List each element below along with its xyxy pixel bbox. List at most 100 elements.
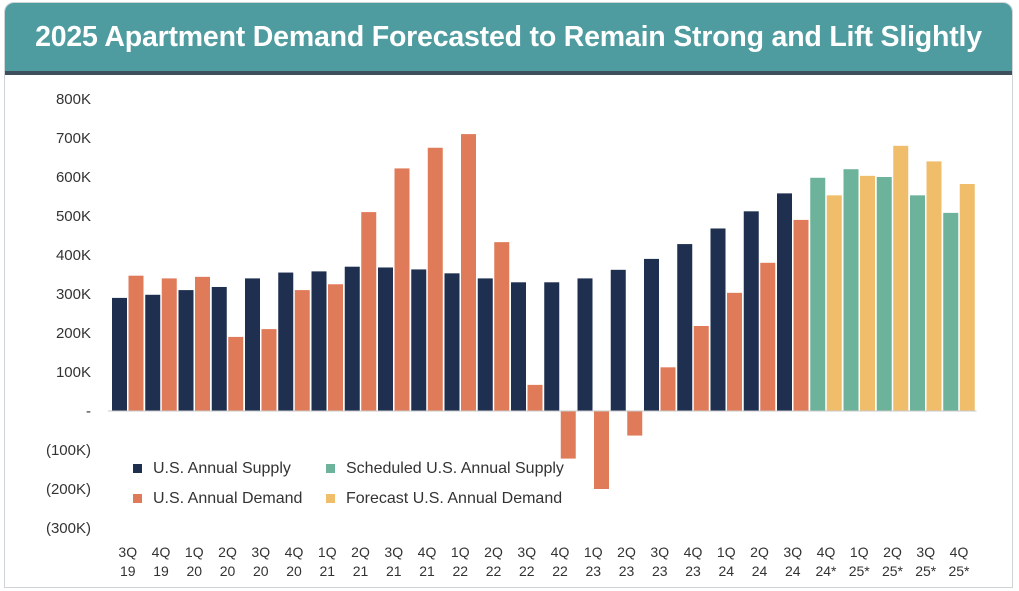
bar-series-0-cat-17: [677, 244, 693, 411]
bar-series-1-cat-0: [128, 275, 144, 411]
bar-series-1-cat-10: [461, 134, 476, 411]
y-tick-label-5: 300K: [56, 286, 91, 303]
x-tick-year-13: 22: [552, 563, 568, 579]
chart-frame: 2025 Apartment Demand Forecasted to Rema…: [4, 2, 1013, 588]
y-tick-label-1: 700K: [56, 130, 91, 147]
bar-series-0-cat-20: [777, 193, 792, 411]
x-tick-quarter-18: 1Q: [717, 544, 736, 560]
bar-series-0-cat-15: [610, 269, 626, 411]
x-tick-year-15: 23: [619, 563, 635, 579]
x-tick-quarter-20: 3Q: [783, 544, 802, 560]
bar-series-1-cat-14: [594, 411, 609, 489]
x-tick-quarter-13: 4Q: [551, 544, 570, 560]
x-tick-quarter-10: 1Q: [451, 544, 470, 560]
x-tick-year-25: 25*: [948, 563, 970, 579]
bar-series-1-cat-15: [627, 411, 643, 436]
y-tick-label-3: 500K: [56, 208, 91, 225]
y-axis: 800K 700K 600K 500K 400K 300K 200K 100K - (100K) (…: [46, 91, 91, 537]
bar-series-1-cat-16: [660, 367, 676, 411]
bar-series-1-cat-19: [760, 262, 776, 411]
bar-series-2-cat-21: [810, 177, 826, 411]
x-tick-year-10: 22: [452, 563, 468, 579]
bar-series-3-cat-24: [926, 161, 942, 411]
x-tick-quarter-5: 4Q: [285, 544, 304, 560]
bar-series-0-cat-8: [378, 267, 393, 411]
y-tick-label-7: 100K: [56, 364, 91, 381]
x-tick-quarter-1: 4Q: [152, 544, 171, 560]
x-tick-quarter-6: 1Q: [318, 544, 337, 560]
x-tick-quarter-4: 3Q: [251, 544, 270, 560]
x-tick-year-18: 24: [718, 563, 734, 579]
bar-series-2-cat-24: [910, 195, 925, 411]
x-tick-year-12: 22: [519, 563, 535, 579]
bar-series-3-cat-21: [826, 195, 842, 411]
x-tick-year-24: 25*: [915, 563, 937, 579]
bar-series-0-cat-10: [444, 273, 460, 411]
bar-series-0-cat-9: [411, 269, 427, 411]
bar-series-0-cat-3: [211, 286, 227, 411]
x-tick-year-3: 20: [220, 563, 236, 579]
x-tick-quarter-11: 2Q: [484, 544, 503, 560]
bar-series-2-cat-25: [943, 212, 959, 411]
y-tick-label-10: (200K): [46, 481, 91, 498]
y-tick-label-4: 400K: [56, 247, 91, 264]
legend-label-0: U.S. Annual Supply: [153, 460, 291, 477]
x-tick-year-0: 19: [120, 563, 136, 579]
bar-series-1-cat-18: [727, 292, 742, 411]
bar-series-0-cat-16: [644, 258, 659, 411]
x-tick-quarter-2: 1Q: [185, 544, 204, 560]
legend-swatch-1: [326, 464, 335, 473]
bar-series-0-cat-18: [710, 228, 726, 411]
legend-label-2: U.S. Annual Demand: [153, 490, 302, 507]
bar-series-1-cat-7: [361, 212, 377, 411]
bar-series-1-cat-2: [195, 276, 210, 411]
bar-series-1-cat-9: [427, 147, 443, 411]
x-tick-year-5: 20: [286, 563, 302, 579]
bar-series-0-cat-5: [278, 272, 294, 411]
bar-series-1-cat-13: [560, 411, 576, 459]
bar-series-1-cat-1: [161, 278, 177, 411]
bar-series-0-cat-19: [743, 211, 759, 411]
legend: U.S. Annual Supply U.S. Annual Demand Sche…: [133, 460, 564, 507]
bar-series-0-cat-11: [477, 278, 493, 411]
x-tick-year-4: 20: [253, 563, 269, 579]
bar-series-0-cat-14: [577, 278, 593, 411]
x-tick-quarter-7: 2Q: [351, 544, 370, 560]
x-tick-year-20: 24: [785, 563, 801, 579]
x-tick-quarter-14: 1Q: [584, 544, 603, 560]
x-tick-quarter-8: 3Q: [384, 544, 403, 560]
x-tick-quarter-3: 2Q: [218, 544, 237, 560]
chart-title: 2025 Apartment Demand Forecasted to Rema…: [35, 21, 982, 53]
legend-swatch-2: [133, 494, 142, 503]
x-tick-year-9: 21: [419, 563, 435, 579]
x-tick-quarter-9: 4Q: [418, 544, 437, 560]
bar-series-1-cat-20: [793, 219, 809, 411]
x-tick-quarter-12: 3Q: [517, 544, 536, 560]
bar-series-1-cat-6: [328, 284, 343, 411]
bar-series-0-cat-6: [311, 271, 327, 411]
bar-series-1-cat-3: [228, 336, 244, 411]
bar-series-2-cat-22: [843, 169, 859, 411]
y-tick-label-8: -: [86, 403, 91, 420]
x-tick-year-22: 25*: [849, 563, 871, 579]
y-tick-label-11: (300K): [46, 520, 91, 537]
bar-series-1-cat-5: [294, 290, 310, 411]
bar-series-0-cat-0: [112, 297, 127, 411]
x-axis: 3Q 19 4Q 19 1Q 20 2Q 20 3Q 20 4Q 20 1Q 21 2Q 21 3Q 21 4Q 21…: [118, 544, 970, 579]
bar-series-1-cat-12: [527, 384, 543, 411]
x-tick-year-19: 24: [752, 563, 768, 579]
bar-series-1-cat-4: [261, 329, 277, 411]
x-tick-year-6: 21: [319, 563, 335, 579]
x-tick-quarter-23: 2Q: [883, 544, 902, 560]
bars: [112, 134, 975, 489]
x-tick-quarter-25: 4Q: [950, 544, 969, 560]
x-tick-year-16: 23: [652, 563, 668, 579]
x-tick-year-8: 21: [386, 563, 402, 579]
bar-series-1-cat-8: [394, 168, 410, 411]
bar-series-3-cat-23: [893, 145, 909, 412]
x-tick-year-11: 22: [486, 563, 502, 579]
x-tick-year-7: 21: [353, 563, 369, 579]
bar-series-0-cat-12: [511, 282, 526, 411]
bar-series-1-cat-17: [693, 325, 709, 411]
y-tick-label-6: 200K: [56, 325, 91, 342]
